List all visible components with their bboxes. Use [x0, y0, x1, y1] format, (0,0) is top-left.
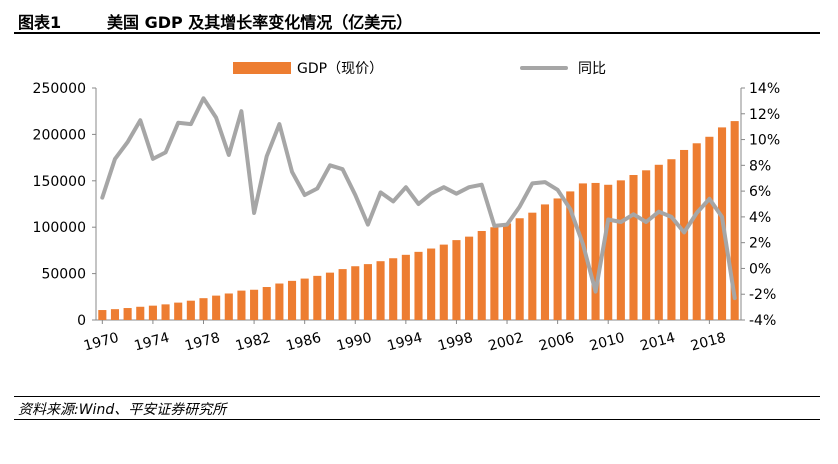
gdp-bar — [161, 304, 170, 320]
x-axis-tick-label: 2006 — [537, 330, 576, 355]
gdp-bar — [427, 248, 436, 320]
gdp-bar — [313, 275, 322, 320]
gdp-bar — [528, 212, 537, 320]
left-axis-tick-label: 150000 — [33, 174, 86, 190]
gdp-bar — [439, 244, 448, 320]
gdp-bar — [275, 283, 284, 320]
gdp-bar — [250, 289, 259, 320]
left-axis-tick-label: 250000 — [33, 81, 86, 97]
gdp-bar — [325, 272, 335, 320]
gdp-bar — [477, 230, 486, 320]
figure-title: 美国 GDP 及其增长率变化情况（亿美元） — [107, 13, 413, 32]
right-axis-tick-label: 10% — [749, 133, 780, 149]
left-axis-tick-label: 100000 — [33, 220, 86, 236]
gdp-bar — [629, 175, 638, 320]
x-axis-tick-label: 2010 — [588, 330, 627, 355]
gdp-chart: 0 50000 100000 150000 200000 250000 -4% -2% 0% 2%… — [33, 81, 781, 355]
gdp-bar — [110, 309, 120, 320]
x-axis-tick-label: 2002 — [487, 330, 526, 355]
gdp-bar — [667, 159, 676, 320]
gdp-bar — [401, 254, 410, 320]
figure-header: 图表1 美国 GDP 及其增长率变化情况（亿美元） — [14, 6, 820, 34]
x-axis-tick-label: 1974 — [133, 330, 172, 355]
gdp-bar — [199, 298, 208, 320]
gdp-bar — [680, 149, 689, 320]
gdp-bar — [123, 308, 132, 320]
gdp-bar — [414, 251, 423, 320]
gdp-bar — [730, 121, 739, 320]
gdp-bar — [174, 302, 183, 320]
legend-swatch-gdp — [233, 62, 291, 74]
x-axis-tick-label: 2014 — [638, 330, 677, 355]
gdp-bar — [553, 198, 562, 320]
gdp-bar — [654, 164, 663, 320]
right-axis-tick-label: 4% — [749, 210, 771, 226]
gdp-bar — [186, 300, 195, 320]
x-axis-tick-label: 1994 — [386, 330, 425, 355]
x-axis-tick-label: 1970 — [82, 330, 121, 355]
gdp-bar — [540, 204, 550, 320]
right-axis-tick-label: 2% — [749, 236, 771, 252]
source-note: 资料来源:Wind、平安证券研究所 — [18, 402, 227, 418]
gdp-bar — [338, 269, 347, 320]
gdp-bar — [237, 290, 246, 320]
gdp-bar — [136, 306, 145, 320]
gdp-bar — [212, 295, 221, 320]
gdp-bar — [566, 191, 575, 320]
gdp-bar — [642, 170, 651, 320]
figure-label: 图表1 — [18, 13, 62, 32]
right-axis-tick-label: 6% — [749, 184, 771, 200]
gdp-bar — [148, 305, 157, 320]
x-axis-tick-label: 1986 — [284, 330, 323, 355]
gdp-bar — [351, 266, 360, 320]
right-axis-tick-label: 0% — [749, 261, 771, 277]
gdp-bar — [363, 264, 372, 320]
x-axis-tick-label: 1990 — [335, 330, 374, 355]
right-axis-tick-label: 12% — [749, 107, 780, 123]
left-axis-tick-label: 200000 — [33, 127, 86, 143]
gdp-bar — [465, 236, 474, 320]
gdp-bar — [452, 240, 461, 320]
gdp-bar — [705, 136, 714, 320]
gdp-bar — [300, 278, 309, 320]
gdp-bar — [604, 184, 613, 320]
legend-item-gdp: GDP（现价） — [233, 58, 383, 78]
legend-label-yoy: 同比 — [578, 61, 606, 77]
chart-legend: GDP（现价） 同比 — [0, 58, 838, 80]
x-axis-tick-label: 2018 — [689, 330, 728, 355]
left-axis-tick-label: 50000 — [41, 267, 86, 283]
legend-swatch-yoy — [520, 66, 568, 70]
gdp-bar — [287, 280, 297, 320]
yoy-growth-line — [100, 96, 737, 301]
legend-label-gdp: GDP（现价） — [297, 61, 384, 77]
gdp-bar — [224, 293, 233, 320]
gdp-bar — [591, 182, 600, 320]
figure-footer: 资料来源:Wind、平安证券研究所 — [14, 396, 820, 420]
gdp-bar — [389, 258, 398, 320]
gdp-bar — [376, 261, 385, 320]
gdp-bar — [502, 223, 512, 320]
gdp-bar — [515, 218, 524, 320]
x-axis-tick-label: 1998 — [436, 330, 475, 355]
gdp-bar — [692, 143, 701, 320]
gdp-bar — [490, 227, 499, 320]
right-axis-tick-label: -4% — [749, 313, 776, 329]
right-axis-tick-label: 14% — [749, 81, 780, 97]
gdp-bar — [262, 287, 271, 320]
gdp-bar — [98, 310, 107, 320]
x-axis-tick-label: 1982 — [234, 330, 273, 355]
left-axis-tick-label: 0 — [77, 313, 86, 329]
x-axis-tick-label: 1978 — [183, 330, 222, 355]
gdp-bar — [616, 180, 625, 320]
right-axis-tick-label: 8% — [749, 158, 771, 174]
right-axis-tick-label: -2% — [749, 287, 776, 303]
legend-item-yoy: 同比 — [520, 58, 606, 78]
